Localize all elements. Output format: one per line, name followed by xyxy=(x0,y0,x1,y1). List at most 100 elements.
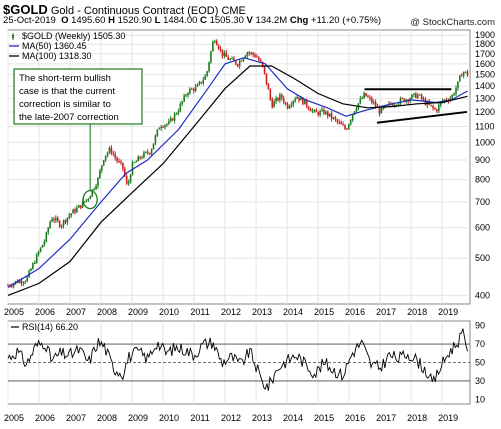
price-candle-body xyxy=(344,125,346,129)
price-candle-body xyxy=(217,45,220,49)
price-candle-body xyxy=(411,94,413,99)
price-candle-body xyxy=(231,58,233,60)
price-candle-body xyxy=(242,58,245,61)
price-candle-body xyxy=(20,280,23,284)
price-candle-body xyxy=(399,98,402,104)
price-candle-body xyxy=(60,225,63,227)
price-candle-body xyxy=(303,100,306,105)
price-candle-body xyxy=(30,268,32,271)
price-candle-body xyxy=(93,188,95,190)
price-candle-body xyxy=(108,147,111,153)
change-label: Chg xyxy=(289,15,309,26)
price-candle-body xyxy=(372,102,375,104)
price-candle-body xyxy=(422,98,425,100)
price-candle-body xyxy=(125,176,128,184)
rsi-x-tick-label: 2015 xyxy=(314,413,334,423)
price-candle-body xyxy=(187,93,189,96)
rsi-x-tick-label: 2010 xyxy=(159,413,179,423)
price-candle-body xyxy=(403,98,406,102)
price-candle-body xyxy=(319,111,321,116)
rsi-x-tick-label: 2006 xyxy=(35,413,55,423)
price-candle-body xyxy=(439,102,442,105)
price-candle-body xyxy=(225,52,228,57)
price-candle-body xyxy=(198,81,201,85)
price-candle-body xyxy=(370,98,373,103)
price-candle-body xyxy=(321,109,323,112)
rsi-x-tick-label: 2017 xyxy=(376,413,396,423)
price-y-tick-label: 800 xyxy=(475,175,490,185)
price-candle-body xyxy=(106,152,109,156)
price-candle-body xyxy=(290,104,293,107)
quote-bar: 25-Oct-2019 O 1495.60 H 1520.90 L 1484.0… xyxy=(3,15,381,26)
price-y-tick-label: 1000 xyxy=(475,137,495,147)
price-candle-body xyxy=(223,52,226,57)
annotation-text: the late-2007 correction xyxy=(19,112,119,123)
price-candle-body xyxy=(317,112,319,116)
price-candle-body xyxy=(273,101,275,108)
price-candle-body xyxy=(464,71,467,73)
price-candle-body xyxy=(221,49,224,57)
price-candle-body xyxy=(330,113,333,119)
quote-date: 25-Oct-2019 xyxy=(3,15,56,26)
price-candle-body xyxy=(453,93,455,95)
price-candle-body xyxy=(74,209,76,213)
price-y-tick-label: 1900 xyxy=(475,30,495,40)
price-y-tick-label: 500 xyxy=(475,253,490,263)
price-candle-body xyxy=(66,217,69,223)
price-legend-label: $GOLD (Weekly) 1505.30 xyxy=(22,31,125,41)
rsi-x-tick-label: 2016 xyxy=(345,413,365,423)
price-candle-body xyxy=(261,61,264,67)
candle-icon xyxy=(12,35,14,38)
price-candle-body xyxy=(191,88,193,90)
price-candle-body xyxy=(112,153,115,155)
price-candle-body xyxy=(79,205,82,208)
price-candle-body xyxy=(286,103,289,109)
price-candle-body xyxy=(81,201,84,208)
price-candle-body xyxy=(275,97,277,102)
price-candle-body xyxy=(424,99,427,105)
price-candle-body xyxy=(378,107,381,114)
price-candle-body xyxy=(393,104,396,107)
price-candle-body xyxy=(374,102,377,107)
price-candle-body xyxy=(135,161,138,163)
price-candle-body xyxy=(342,124,344,126)
rsi-x-tick-label: 2013 xyxy=(252,413,272,423)
price-candle-body xyxy=(87,199,90,201)
price-candle-body xyxy=(280,94,283,99)
price-y-tick-label: 1400 xyxy=(475,81,495,91)
price-candle-body xyxy=(183,95,185,102)
price-candle-body xyxy=(434,107,436,110)
price-candle-body xyxy=(171,118,174,121)
price-candle-body xyxy=(160,126,162,129)
price-candle-body xyxy=(32,263,34,269)
price-candle-body xyxy=(336,119,339,122)
price-candle-body xyxy=(24,281,27,283)
price-candle-body xyxy=(35,254,38,264)
price-y-tick-label: 1700 xyxy=(475,49,495,59)
rsi-y-tick-label: 30 xyxy=(475,376,485,386)
price-candle-body xyxy=(340,122,342,125)
price-candle-body xyxy=(152,143,155,150)
price-candle-body xyxy=(49,221,51,229)
trendline xyxy=(376,110,468,124)
price-candle-body xyxy=(392,104,394,107)
rsi-line xyxy=(7,328,468,391)
brand-label: @ StockCharts.com xyxy=(410,17,495,28)
price-candle-body xyxy=(122,162,124,169)
close-label: C xyxy=(200,15,207,26)
price-candle-body xyxy=(156,129,159,136)
price-candle-body xyxy=(248,52,251,54)
price-candle-body xyxy=(204,75,207,80)
price-candle-body xyxy=(332,117,335,119)
price-legend-label: MA(100) 1318.30 xyxy=(22,51,92,61)
price-candle-body xyxy=(413,93,415,95)
price-candle-body xyxy=(162,126,164,128)
high-value: 1520.90 xyxy=(117,15,152,26)
price-candle-body xyxy=(141,157,143,159)
price-x-tick-label: 2019 xyxy=(438,307,458,317)
rsi-y-tick-label: 10 xyxy=(475,394,485,404)
rsi-y-tick-label: 90 xyxy=(475,321,485,331)
price-candle-body xyxy=(313,110,316,112)
price-candle-body xyxy=(97,177,99,186)
price-candle-body xyxy=(78,205,80,208)
